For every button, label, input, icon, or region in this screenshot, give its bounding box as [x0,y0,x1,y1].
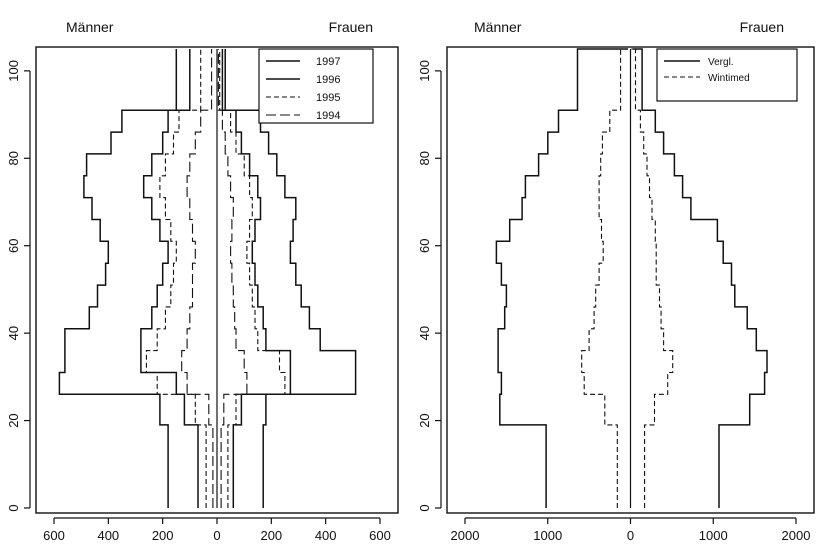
series-line-women [224,49,357,508]
legend-label: Vergl. [708,57,734,68]
x-tick-label: 0 [627,528,634,543]
y-tick-label: 40 [417,326,432,340]
x-tick-label: 400 [97,528,119,543]
x-tick-label: 600 [369,528,391,543]
legend-label: 1997 [316,56,340,68]
title-right-women: Frauen [740,19,784,35]
y-tick-label: 80 [6,151,21,165]
legend-label: Wintimed [708,73,750,84]
title-left-men: Männer [66,19,114,35]
series-line-men [581,48,630,508]
series-line-women [217,49,248,508]
x-tick-label: 600 [43,528,65,543]
y-tick-label: 0 [6,504,21,511]
y-tick-label: 60 [6,238,21,252]
title-left-women: Frauen [329,19,373,35]
x-tick-label: 1000 [533,528,562,543]
series-line-men [140,49,199,508]
plot-frame-right [446,46,815,514]
x-tick-label: 400 [315,528,337,543]
y-tick-label: 20 [417,413,432,427]
legend-left: 1997 1996 1995 1994 [258,48,374,124]
plot-frame-left [35,46,399,514]
x-tick-label: 2000 [782,528,811,543]
y-tick-label: 40 [6,326,21,340]
x-tick-label: 2000 [451,528,480,543]
series-line-men [495,48,628,508]
y-tick-label: 100 [6,60,21,82]
series-line-men [181,49,214,508]
panel-right: Männer Frauen 2000 1000 0 1000 2000 0 20 40 60 80… [417,19,815,543]
x-tick-label: 1000 [699,528,728,543]
series-line-women [632,48,768,508]
legend-label: 1995 [316,92,340,104]
legend-label: 1994 [316,110,340,122]
x-tick-label: 200 [260,528,282,543]
x-tick-label: 200 [152,528,174,543]
series-right [495,48,768,508]
series-line-men [145,49,207,508]
series-left [58,49,357,508]
legend-right: Vergl. Wintimed [656,48,798,102]
y-tick-label: 80 [417,151,432,165]
series-line-women [219,49,286,508]
y-tick-label: 0 [417,504,432,511]
panel-left: Männer Frauen 600 400 200 0 200 400 6000204060… [6,19,399,543]
series-line-men [58,49,178,508]
title-right-men: Männer [474,19,522,35]
series-line-women [630,48,674,508]
y-tick-label: 20 [6,413,21,427]
legend-entries-left: 1997 1996 1995 1994 [266,56,340,122]
legend-box-right [656,48,798,102]
legend-entries-right: Vergl. Wintimed [664,57,750,84]
x-tick-label: 0 [213,528,220,543]
legend-label: 1996 [316,74,340,86]
axes-left: 600 400 200 0 200 400 600 0 20 40 60 80 100 [6,60,391,543]
y-tick-label: 100 [417,60,432,82]
y-tick-label: 60 [417,238,432,252]
axes-right: 2000 1000 0 1000 2000 0 20 40 60 80 100 [417,60,810,543]
